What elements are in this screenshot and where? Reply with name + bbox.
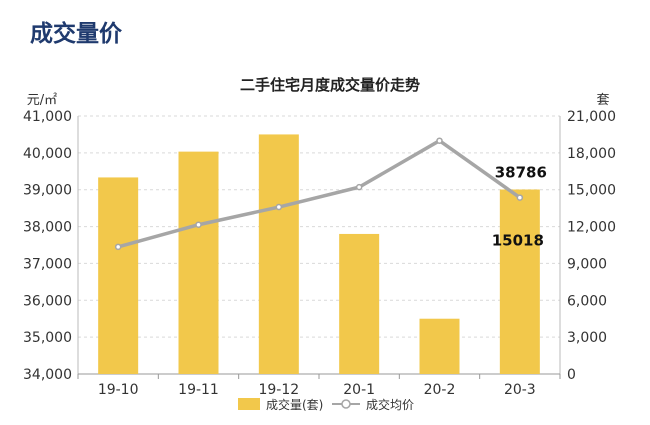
- line-path: [117, 138, 521, 249]
- right-axis-label: 套: [596, 92, 609, 108]
- line-point: [355, 183, 363, 191]
- annotations: 38786 15018: [492, 164, 547, 250]
- page-title: 成交量价: [30, 21, 122, 47]
- bar: [339, 233, 380, 374]
- left-axis: 34,000 35,000 36,000 37,000 38,000 39,000 40,0…: [23, 109, 72, 383]
- left-tick-label: 40,000: [23, 146, 72, 162]
- right-tick-label: 12,000: [567, 220, 616, 236]
- legend-swatch-marker: [341, 399, 351, 409]
- legend-swatch-bar: [238, 398, 260, 410]
- bar: [419, 318, 460, 374]
- price-annotation: 38786: [495, 164, 547, 182]
- grid: [77, 115, 561, 375]
- bar: [258, 134, 299, 374]
- x-tick-label: 20-2: [424, 382, 456, 398]
- x-tick-label: 20-1: [343, 382, 375, 398]
- volume-annotation: 15018: [492, 231, 544, 249]
- x-tick-label: 19-12: [258, 382, 299, 398]
- line-point: [516, 194, 524, 201]
- bar-series: [98, 134, 540, 374]
- bar: [98, 177, 139, 374]
- bar: [499, 189, 540, 374]
- left-axis-label: 元/㎡: [27, 93, 57, 108]
- left-tick-label: 34,000: [23, 367, 72, 383]
- line-point: [195, 221, 202, 228]
- x-axis: 19-10 19-11 19-12 20-1 20-2 20-3: [77, 374, 561, 398]
- legend-label-bar: 成交量(套): [266, 397, 323, 412]
- right-tick-label: 6,000: [567, 293, 607, 309]
- left-tick-label: 41,000: [23, 109, 72, 125]
- right-tick-label: 0: [567, 367, 576, 383]
- chart-title: 二手住宅月度成交量价走势: [240, 76, 420, 94]
- right-tick-label: 21,000: [567, 109, 616, 125]
- line-point: [114, 243, 122, 251]
- bar: [178, 151, 219, 374]
- x-tick-label: 19-10: [98, 382, 139, 398]
- line-point: [436, 137, 443, 144]
- x-tick-label: 19-11: [178, 382, 219, 398]
- left-tick-label: 37,000: [23, 256, 72, 272]
- right-tick-label: 3,000: [567, 330, 607, 346]
- legend: 成交量(套) 成交均价: [238, 397, 414, 412]
- right-tick-label: 15,000: [567, 183, 616, 199]
- right-tick-label: 9,000: [567, 256, 607, 272]
- left-tick-label: 38,000: [23, 220, 72, 236]
- left-tick-label: 36,000: [23, 293, 72, 309]
- line-point: [275, 203, 283, 211]
- x-tick-label: 20-3: [504, 382, 536, 398]
- left-tick-label: 35,000: [23, 330, 72, 346]
- left-tick-label: 39,000: [23, 183, 72, 199]
- line-series: [114, 137, 524, 251]
- legend-label-line: 成交均价: [366, 397, 414, 412]
- right-tick-label: 18,000: [567, 146, 616, 162]
- right-axis: 0 3,000 6,000 9,000 12,000 15,000 18,000 21,000: [567, 109, 616, 383]
